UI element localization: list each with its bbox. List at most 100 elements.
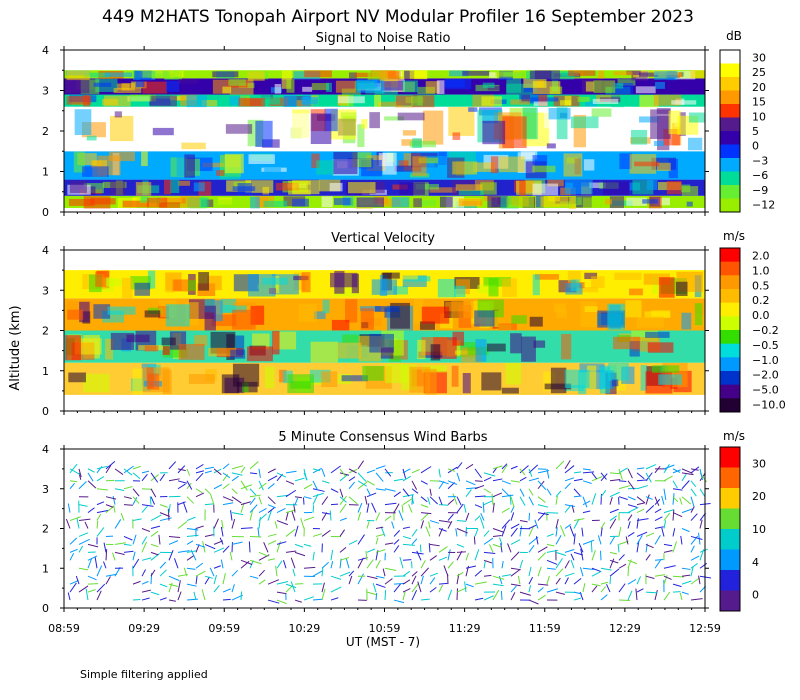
wind-barb <box>535 536 539 545</box>
wind-barb <box>249 494 261 498</box>
wind-barb <box>285 480 295 485</box>
wind-barb <box>193 591 197 601</box>
wind-barb <box>257 527 260 537</box>
wind-barb <box>384 567 397 572</box>
wind-barb <box>339 571 351 577</box>
wind-barb <box>555 519 559 529</box>
colorbar-swatch <box>720 90 740 105</box>
wind-barb <box>546 468 550 479</box>
heatmap-cell <box>135 80 145 88</box>
wind-barb <box>267 506 276 513</box>
wind-barb <box>339 474 348 482</box>
wind-barb <box>456 551 466 553</box>
wind-barb <box>303 596 314 601</box>
wind-barb <box>636 540 640 553</box>
wind-barb <box>456 520 467 522</box>
wind-barb <box>681 508 694 514</box>
heatmap-cell <box>580 301 597 328</box>
wind-barb <box>132 472 141 480</box>
wind-barb <box>672 496 679 503</box>
heatmap-cell <box>159 202 180 208</box>
vertical-velocity-panel: Vertical Velocity 0 1 2 3 4 2.0 1.0 0.5 0.2 0.0 −0.… <box>42 229 786 418</box>
wind-barb <box>510 480 520 483</box>
heatmap-cell <box>502 116 527 148</box>
heatmap-cell <box>532 165 556 173</box>
wind-barb <box>411 496 415 504</box>
wind-barb <box>393 530 401 537</box>
wind-barb <box>141 488 153 490</box>
wind-barb <box>690 480 697 488</box>
wind-barb <box>294 477 305 482</box>
wind-barb <box>249 509 254 521</box>
wind-barb <box>168 575 180 582</box>
wind-barb <box>636 472 645 480</box>
x-tick-label: 09:29 <box>128 622 160 635</box>
wind-barb <box>150 514 162 521</box>
wind-barb <box>231 569 239 577</box>
heatmap-cell <box>482 82 495 88</box>
heatmap-cell <box>73 151 85 173</box>
heatmap-cell <box>615 83 624 89</box>
wind-barb <box>186 516 196 522</box>
heatmap-cell <box>638 72 659 77</box>
heatmap-cell <box>550 367 567 394</box>
wind-barb <box>339 529 346 537</box>
wind-barb <box>573 597 582 601</box>
heatmap-cell <box>647 342 674 353</box>
wind-barb <box>357 480 368 487</box>
wind-barb <box>672 509 675 521</box>
snr-panel: Signal to Noise Ratio01234302520151050−3… <box>42 29 775 219</box>
heatmap-cell <box>462 70 490 76</box>
wind-barb <box>672 480 678 489</box>
heatmap-cell <box>656 108 671 114</box>
wind-barb <box>67 592 71 601</box>
wind-barb <box>339 495 347 505</box>
heatmap-cell <box>577 96 590 102</box>
wind-barb <box>168 478 180 482</box>
wind-barb <box>501 488 510 497</box>
wind-barb <box>618 526 622 537</box>
heatmap-cell <box>643 273 671 285</box>
wind-barb <box>348 540 358 545</box>
colorbar-swatch <box>720 570 740 591</box>
colorbar-swatch <box>720 549 740 571</box>
wind-barb <box>473 536 476 545</box>
wind-barb <box>141 473 148 482</box>
wind-barb <box>75 575 80 585</box>
wind-barb <box>456 503 464 513</box>
plot-area <box>65 460 712 605</box>
wind-barb <box>600 472 607 480</box>
wind-barb <box>555 534 562 545</box>
heatmap-cell <box>409 366 431 393</box>
wind-barb <box>636 479 648 482</box>
wind-barb <box>85 588 89 601</box>
heatmap-cell <box>490 156 499 174</box>
heatmap-cell <box>411 95 423 106</box>
wind-barb <box>158 534 161 545</box>
heatmap-cell <box>342 334 359 344</box>
wind-barb <box>600 581 609 585</box>
heatmap-cell <box>529 316 543 327</box>
wind-barb <box>339 488 344 498</box>
wind-barb <box>312 570 323 577</box>
heatmap-cell <box>653 140 664 146</box>
wind-barb <box>438 556 448 561</box>
wind-barb <box>438 520 451 523</box>
wind-barb <box>492 492 503 498</box>
wind-barb <box>609 508 619 514</box>
wind-barb <box>528 488 534 496</box>
colorbar-frame <box>719 247 741 413</box>
wind-barb <box>87 589 96 593</box>
heatmap-cell <box>553 303 567 312</box>
heatmap-cell <box>568 196 576 210</box>
heatmap-cell <box>252 333 270 350</box>
wind-barb <box>411 575 417 585</box>
heatmap-cell <box>613 71 633 76</box>
heatmap-cell <box>204 305 216 331</box>
heatmap-cell <box>452 132 461 140</box>
heatmap-cell <box>608 363 629 381</box>
wind-barb <box>321 568 324 577</box>
wind-barb <box>672 468 681 473</box>
wind-barb <box>627 480 635 490</box>
heatmap-cell <box>593 80 616 93</box>
